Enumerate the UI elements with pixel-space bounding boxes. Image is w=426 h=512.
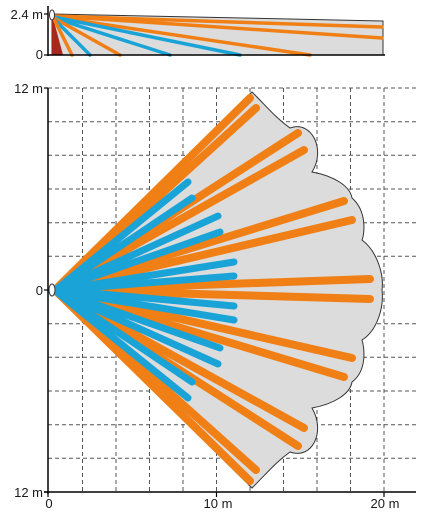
top-view-sensor [48, 283, 56, 297]
side-view-sensor [49, 9, 55, 21]
top-view: 12 m 0 12 m 0 10 m 20 m [14, 81, 416, 511]
side-view: 2.4 m 0 [10, 6, 385, 62]
top-view-y-bottom-label: 12 m [14, 485, 43, 500]
top-view-y-top-label: 12 m [14, 81, 43, 96]
top-view-x-label-10: 10 m [204, 496, 233, 511]
top-view-y-center-label: 0 [36, 283, 43, 298]
top-view-x-label-0: 0 [45, 496, 52, 511]
side-view-beams [52, 14, 384, 57]
side-view-height-label: 2.4 m [10, 7, 43, 22]
side-view-floor-label: 0 [36, 47, 43, 62]
top-view-x-label-20: 20 m [371, 496, 400, 511]
top-view-coverage [51, 91, 383, 489]
short-range-beams [54, 178, 238, 402]
